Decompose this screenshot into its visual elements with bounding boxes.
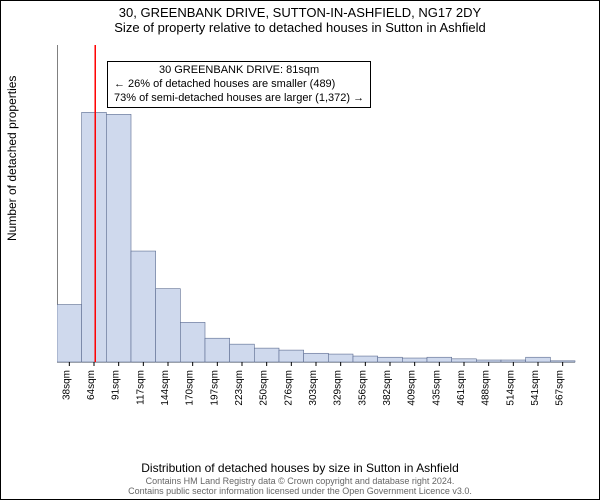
svg-text:303sqm: 303sqm	[308, 370, 319, 406]
svg-text:223sqm: 223sqm	[234, 370, 245, 406]
svg-text:250sqm: 250sqm	[259, 370, 270, 406]
chart-container: 30, GREENBANK DRIVE, SUTTON-IN-ASHFIELD,…	[0, 0, 600, 500]
svg-text:38sqm: 38sqm	[61, 370, 72, 400]
svg-text:197sqm: 197sqm	[209, 370, 220, 406]
footer-line-2: Contains public sector information licen…	[1, 487, 599, 497]
title-block: 30, GREENBANK DRIVE, SUTTON-IN-ASHFIELD,…	[1, 1, 599, 35]
annotation-line: 73% of semi-detached houses are larger (…	[114, 92, 364, 106]
svg-text:170sqm: 170sqm	[185, 370, 196, 406]
svg-text:91sqm: 91sqm	[111, 370, 122, 400]
svg-text:409sqm: 409sqm	[407, 370, 418, 406]
y-axis-label: Number of detached properties	[5, 76, 19, 241]
svg-text:435sqm: 435sqm	[431, 370, 442, 406]
footer-attribution: Contains HM Land Registry data © Crown c…	[1, 477, 599, 497]
svg-text:567sqm: 567sqm	[555, 370, 566, 406]
svg-text:144sqm: 144sqm	[160, 370, 171, 406]
svg-text:488sqm: 488sqm	[481, 370, 492, 406]
svg-text:382sqm: 382sqm	[382, 370, 393, 406]
annotation-line: 30 GREENBANK DRIVE: 81sqm	[114, 64, 364, 78]
svg-text:541sqm: 541sqm	[530, 370, 541, 406]
svg-text:117sqm: 117sqm	[135, 370, 146, 405]
chart-title-sub: Size of property relative to detached ho…	[1, 20, 599, 35]
plot-area: 010020030040050060070080038sqm64sqm91sqm…	[57, 45, 581, 417]
svg-text:276sqm: 276sqm	[283, 370, 294, 406]
chart-title-main: 30, GREENBANK DRIVE, SUTTON-IN-ASHFIELD,…	[1, 5, 599, 20]
svg-text:461sqm: 461sqm	[456, 370, 467, 406]
x-axis-label: Distribution of detached houses by size …	[1, 461, 599, 475]
svg-text:514sqm: 514sqm	[505, 370, 516, 406]
annotation-line: ← 26% of detached houses are smaller (48…	[114, 78, 364, 92]
svg-text:64sqm: 64sqm	[86, 370, 97, 400]
svg-text:329sqm: 329sqm	[333, 370, 344, 406]
svg-text:356sqm: 356sqm	[357, 370, 368, 406]
annotation-box: 30 GREENBANK DRIVE: 81sqm← 26% of detach…	[107, 61, 371, 108]
